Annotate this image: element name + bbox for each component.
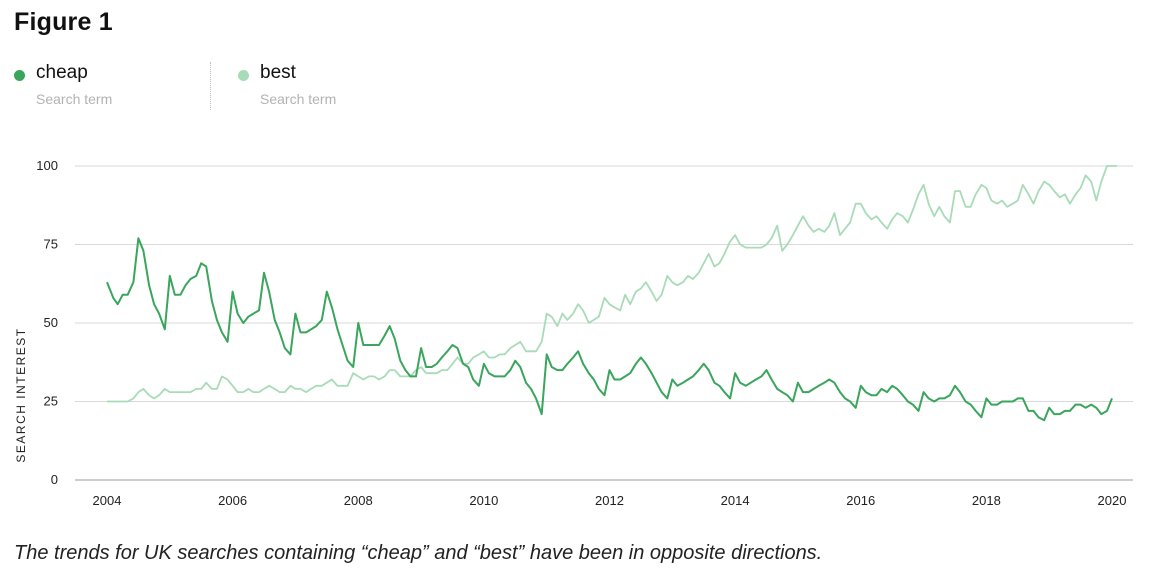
y-axis-ticks: 0 25 50 75 100 bbox=[36, 158, 58, 487]
x-tick-label: 2014 bbox=[721, 493, 750, 508]
x-axis-ticks: 2004 2006 2008 2010 2012 2014 2016 2018 2020 bbox=[93, 493, 1127, 508]
gridlines bbox=[75, 165, 1133, 481]
figure-title: Figure 1 bbox=[14, 8, 113, 36]
x-tick-label: 2012 bbox=[595, 493, 624, 508]
figure-caption: The trends for UK searches containing “c… bbox=[14, 542, 823, 564]
x-tick-label: 2008 bbox=[344, 493, 373, 508]
x-tick-label: 2010 bbox=[469, 493, 498, 508]
y-tick-label: 75 bbox=[44, 237, 58, 252]
legend-dot-icon bbox=[238, 70, 249, 81]
y-axis-label: SEARCH INTEREST bbox=[14, 327, 28, 462]
y-tick-label: 100 bbox=[36, 158, 58, 173]
legend-label-cheap: cheap bbox=[36, 62, 88, 83]
x-tick-label: 2006 bbox=[218, 493, 247, 508]
x-tick-label: 2020 bbox=[1098, 493, 1127, 508]
x-tick-label: 2016 bbox=[846, 493, 875, 508]
x-tick-label: 2004 bbox=[93, 493, 122, 508]
legend-sublabel-cheap: Search term bbox=[36, 91, 113, 107]
legend-divider bbox=[210, 62, 211, 110]
legend-dot-icon bbox=[14, 70, 25, 81]
legend-label-best: best bbox=[260, 62, 296, 83]
series-line-cheap bbox=[106, 237, 1113, 422]
series-line-best bbox=[107, 165, 1117, 403]
legend-sublabel-best: Search term bbox=[260, 91, 337, 107]
y-tick-label: 25 bbox=[44, 394, 58, 409]
y-tick-label: 50 bbox=[44, 315, 58, 330]
series-lines bbox=[106, 165, 1117, 422]
y-tick-label: 0 bbox=[51, 472, 58, 487]
x-tick-label: 2018 bbox=[972, 493, 1001, 508]
